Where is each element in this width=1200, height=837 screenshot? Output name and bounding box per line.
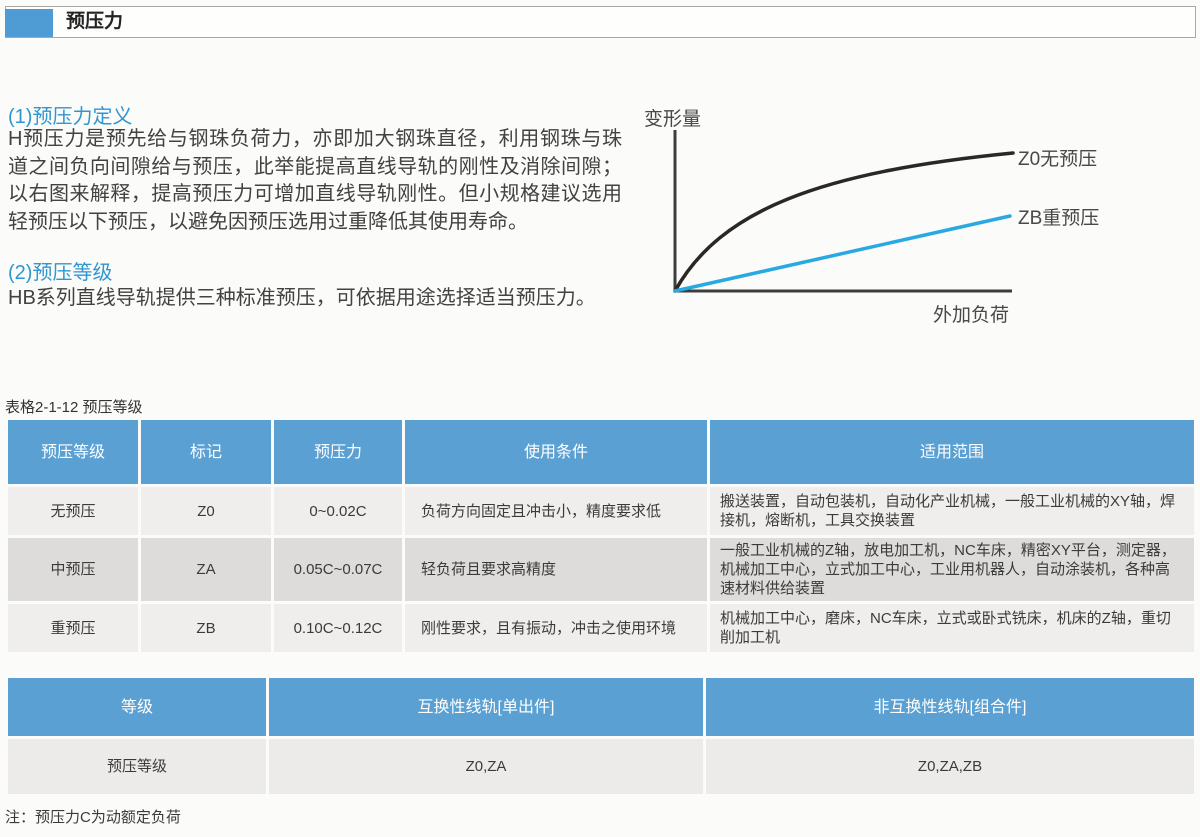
z0-no-preload-curve xyxy=(673,151,1015,293)
table1-row3-mark: ZB xyxy=(141,604,271,652)
table2-header-noninterchangeable: 非互换性线轨[组合件] xyxy=(706,678,1194,736)
table2-row1-grade: 预压等级 xyxy=(8,739,266,794)
table1-row3-force: 0.10C~0.12C xyxy=(274,604,402,652)
page-title: 预压力 xyxy=(66,11,124,32)
table1-row3-condition: 刚性要求，且有振动，冲击之使用环境 xyxy=(405,604,707,652)
preload-chart: 变形量 外加负荷 Z0无预压 ZB重预压 xyxy=(630,100,1200,345)
table1-header-mark: 标记 xyxy=(141,420,271,484)
table1-row1-grade: 无预压 xyxy=(8,487,138,535)
table1-header-scope: 适用范围 xyxy=(710,420,1194,484)
table1-header-force: 预压力 xyxy=(274,420,402,484)
table1-row2-condition: 轻负荷且要求高精度 xyxy=(405,538,707,601)
chart-axes xyxy=(673,130,1012,293)
chart-series-label-z0: Z0无预压 xyxy=(1018,149,1098,170)
footnote: 注：预压力C为动额定负荷 xyxy=(5,809,181,826)
section1-heading: (1)预压力定义 xyxy=(8,106,133,128)
table1-header-condition: 使用条件 xyxy=(405,420,707,484)
header-accent-square xyxy=(5,9,53,37)
section2-body: HB系列直线导轨提供三种标准预压，可依据用途选择适当预压力。 xyxy=(8,287,596,309)
table1-row1-condition: 负荷方向固定且冲击小，精度要求低 xyxy=(405,487,707,535)
table2-row1-noninterchangeable: Z0,ZA,ZB xyxy=(706,739,1194,794)
chart-series-label-zb: ZB重预压 xyxy=(1018,208,1100,229)
chart-xlabel: 外加负荷 xyxy=(933,305,1010,326)
table1-row2-grade: 中预压 xyxy=(8,538,138,601)
table1-row3-scope: 机械加工中心，磨床，NC车床，立式或卧式铣床，机床的Z轴，重切削加工机 xyxy=(710,604,1194,652)
table2-header-interchangeable: 互换性线轨[单出件] xyxy=(269,678,703,736)
table1-row1-scope: 搬送装置，自动包装机，自动化产业机械，一般工业机械的XY轴，焊接机，熔断机，工具… xyxy=(710,487,1194,535)
table2-header-grade: 等级 xyxy=(8,678,266,736)
page-header xyxy=(5,6,1196,38)
section2-heading: (2)预压等级 xyxy=(8,262,113,284)
table1-header-grade: 预压等级 xyxy=(8,420,138,484)
table1-row2-scope: 一般工业机械的Z轴，放电加工机，NC车床，精密XY平台，测定器，机械加工中心，立… xyxy=(710,538,1194,601)
section1-body: H预压力是预先给与钢珠负荷力，亦即加大钢珠直径，利用钢珠与珠道之间负向间隙给与预… xyxy=(8,128,622,233)
table1-row1-mark: Z0 xyxy=(141,487,271,535)
table1-row2-force: 0.05C~0.07C xyxy=(274,538,402,601)
table2-row1-interchangeable: Z0,ZA xyxy=(269,739,703,794)
chart-ylabel: 变形量 xyxy=(644,109,702,130)
preload-chart-canvas xyxy=(673,130,1015,293)
table1-row3-grade: 重预压 xyxy=(8,604,138,652)
table1-row1-force: 0~0.02C xyxy=(274,487,402,535)
interchangeability-table: 等级 互换性线轨[单出件] 非互换性线轨[组合件] 预压等级 Z0,ZA Z0,… xyxy=(8,678,1194,794)
zb-heavy-preload-line xyxy=(673,214,1012,293)
table1-row2-mark: ZA xyxy=(141,538,271,601)
preload-grade-table: 预压等级 标记 预压力 使用条件 适用范围 无预压 Z0 0~0.02C 负荷方… xyxy=(8,420,1194,652)
table1-caption: 表格2-1-12 预压等级 xyxy=(5,399,143,416)
